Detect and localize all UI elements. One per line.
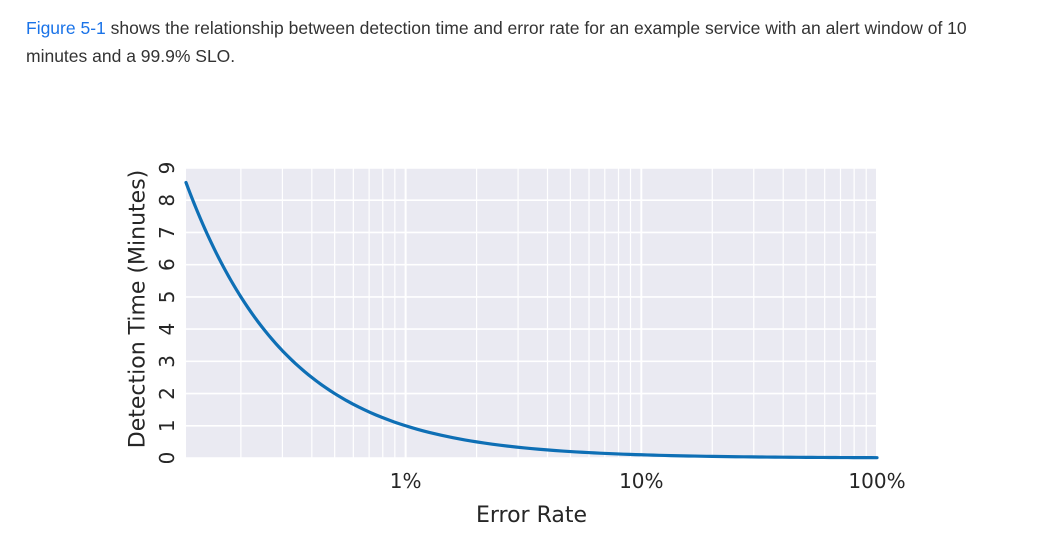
y-tick-label: 5 [155,291,179,304]
y-tick-label: 3 [155,355,179,368]
y-tick-label: 2 [155,387,179,400]
x-tick-label: 1% [390,469,422,493]
plot-background [186,168,877,458]
grid-lines [186,167,878,459]
x-tick-label: 10% [619,469,663,493]
x-tick-labels: 1% 10% 100% [390,469,906,493]
series-line [184,180,879,460]
figure-link[interactable]: Figure 5-1 [26,18,106,38]
y-tick-labels: 0 1 2 3 4 5 6 7 8 9 [155,162,179,465]
intro-text: shows the relationship between detection… [26,18,967,66]
y-tick-label: 6 [155,258,179,271]
intro-paragraph: Figure 5-1 shows the relationship betwee… [26,14,1026,70]
y-tick-label: 8 [155,194,179,207]
y-tick-label: 9 [155,162,179,175]
y-tick-label: 0 [155,452,179,465]
y-tick-label: 1 [155,419,179,432]
y-tick-label: 7 [155,226,179,239]
x-tick-label: 100% [848,469,905,493]
x-axis-label: Error Rate [476,503,587,528]
series-group [184,180,879,460]
y-axis-label: Detection Time (Minutes) [126,170,151,448]
y-tick-label: 4 [155,323,179,336]
